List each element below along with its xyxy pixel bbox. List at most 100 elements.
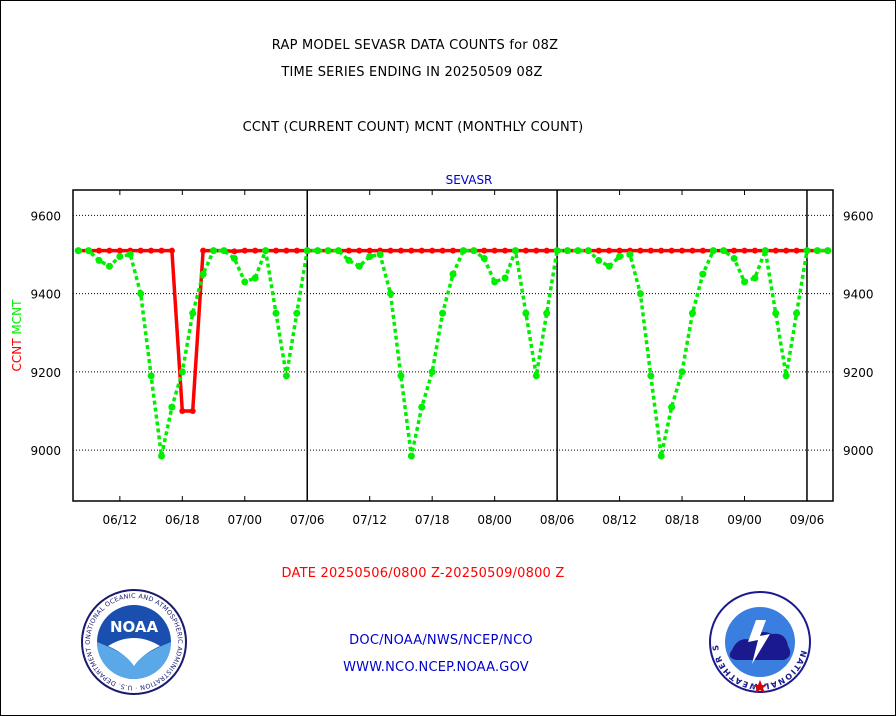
data-point-mcnt xyxy=(647,372,655,380)
x-tick-label: 07/18 xyxy=(415,513,450,527)
data-point-mcnt xyxy=(303,247,311,255)
y-tick-label-right: 9200 xyxy=(843,366,874,380)
data-point-mcnt xyxy=(553,247,561,255)
data-point-ccnt xyxy=(689,247,696,254)
data-point-ccnt xyxy=(241,247,248,254)
data-point-mcnt xyxy=(147,372,155,380)
data-point-ccnt xyxy=(679,247,686,254)
data-point-ccnt xyxy=(293,247,300,254)
data-point-mcnt xyxy=(251,274,259,282)
data-point-mcnt xyxy=(428,368,436,376)
data-point-ccnt xyxy=(450,247,456,254)
data-point-ccnt xyxy=(606,247,613,254)
data-point-ccnt xyxy=(731,247,738,254)
data-point-mcnt xyxy=(720,247,728,255)
data-point-mcnt xyxy=(272,309,280,317)
x-tick-label: 08/06 xyxy=(540,513,575,527)
data-point-mcnt xyxy=(407,452,415,460)
data-point-mcnt xyxy=(470,247,478,255)
data-point-ccnt xyxy=(179,408,186,415)
data-point-mcnt xyxy=(709,247,717,255)
data-point-ccnt xyxy=(397,247,404,254)
date-range: DATE 20250506/0800 Z-20250509/0800 Z xyxy=(281,566,565,581)
data-point-mcnt xyxy=(366,253,374,261)
data-point-mcnt xyxy=(793,309,801,317)
legend-description: CCNT (CURRENT COUNT) MCNT (MONTHLY COUNT… xyxy=(242,120,584,135)
data-point-mcnt xyxy=(501,274,509,282)
x-tick-label: 09/06 xyxy=(790,513,825,527)
y-tick-label-left: 9600 xyxy=(30,209,61,223)
x-tick-label: 06/12 xyxy=(103,513,138,527)
x-tick-label: 07/06 xyxy=(290,513,325,527)
footer-website[interactable]: WWW.NCO.NCEP.NOAA.GOV xyxy=(343,660,529,675)
data-point-mcnt xyxy=(293,309,301,317)
data-point-ccnt xyxy=(366,247,373,254)
data-point-mcnt xyxy=(116,253,124,261)
data-point-mcnt xyxy=(105,262,113,270)
data-point-mcnt xyxy=(532,372,540,380)
data-point-ccnt xyxy=(533,247,540,254)
data-point-mcnt xyxy=(616,253,624,261)
y-tick-label-left: 9000 xyxy=(30,444,61,458)
data-point-ccnt xyxy=(543,247,550,254)
x-tick-label: 07/12 xyxy=(352,513,387,527)
data-point-ccnt xyxy=(439,247,446,254)
data-point-mcnt xyxy=(439,309,447,317)
x-tick-label: 07/00 xyxy=(227,513,262,527)
plot-frame xyxy=(72,189,834,502)
y-tick-label-right: 9400 xyxy=(843,288,874,302)
data-point-mcnt xyxy=(761,247,769,255)
data-point-ccnt xyxy=(252,247,259,254)
x-tick-label: 08/00 xyxy=(477,513,512,527)
data-point-mcnt xyxy=(584,247,592,255)
data-point-ccnt xyxy=(116,247,123,254)
data-point-mcnt xyxy=(824,247,832,255)
noaa-logo: NOAA NATIONAL OCEANIC AND ATMOSPHERIC AD… xyxy=(80,588,187,695)
data-point-ccnt xyxy=(168,247,175,254)
data-point-ccnt xyxy=(668,247,675,254)
data-point-ccnt xyxy=(783,247,790,254)
y-axis-label: CCNT MCNT xyxy=(10,299,24,372)
data-point-mcnt xyxy=(668,403,676,411)
data-point-mcnt xyxy=(449,270,457,278)
data-point-mcnt xyxy=(334,247,342,255)
data-point-ccnt xyxy=(137,247,144,254)
data-point-ccnt xyxy=(772,247,779,254)
data-point-ccnt xyxy=(283,247,290,254)
data-point-mcnt xyxy=(168,403,176,411)
data-point-mcnt xyxy=(459,247,467,255)
x-tick-label: 08/18 xyxy=(665,513,700,527)
data-point-ccnt xyxy=(387,247,394,254)
data-point-ccnt xyxy=(522,247,529,254)
data-point-mcnt xyxy=(189,309,197,317)
data-point-ccnt xyxy=(637,247,644,254)
data-point-ccnt xyxy=(751,247,758,254)
data-point-ccnt xyxy=(96,247,103,254)
data-point-mcnt xyxy=(418,403,426,411)
data-point-mcnt xyxy=(636,290,644,298)
y-tick-label-right: 9600 xyxy=(843,209,874,223)
data-point-ccnt xyxy=(231,248,238,255)
data-point-mcnt xyxy=(126,251,134,259)
data-point-mcnt xyxy=(574,247,582,255)
data-point-ccnt xyxy=(595,247,602,254)
data-point-mcnt xyxy=(355,262,363,270)
data-point-ccnt xyxy=(408,247,415,254)
star-icon xyxy=(753,680,767,693)
data-point-ccnt xyxy=(793,247,800,254)
data-point-mcnt xyxy=(324,247,332,255)
data-point-ccnt xyxy=(200,247,207,254)
data-point-mcnt xyxy=(480,254,488,262)
data-point-mcnt xyxy=(210,247,218,255)
nws-logo: NATIONAL WEATHER SERVICE xyxy=(708,590,811,693)
footer-org: DOC/NOAA/NWS/NCEP/NCO xyxy=(349,633,533,648)
x-tick-label: 09/00 xyxy=(727,513,762,527)
data-point-mcnt xyxy=(178,368,186,376)
data-point-mcnt xyxy=(376,251,384,259)
data-point-mcnt xyxy=(699,270,707,278)
data-point-mcnt xyxy=(564,247,572,255)
data-point-mcnt xyxy=(95,256,103,264)
y-tick-label-right: 9000 xyxy=(843,444,874,458)
data-point-ccnt xyxy=(616,247,623,254)
